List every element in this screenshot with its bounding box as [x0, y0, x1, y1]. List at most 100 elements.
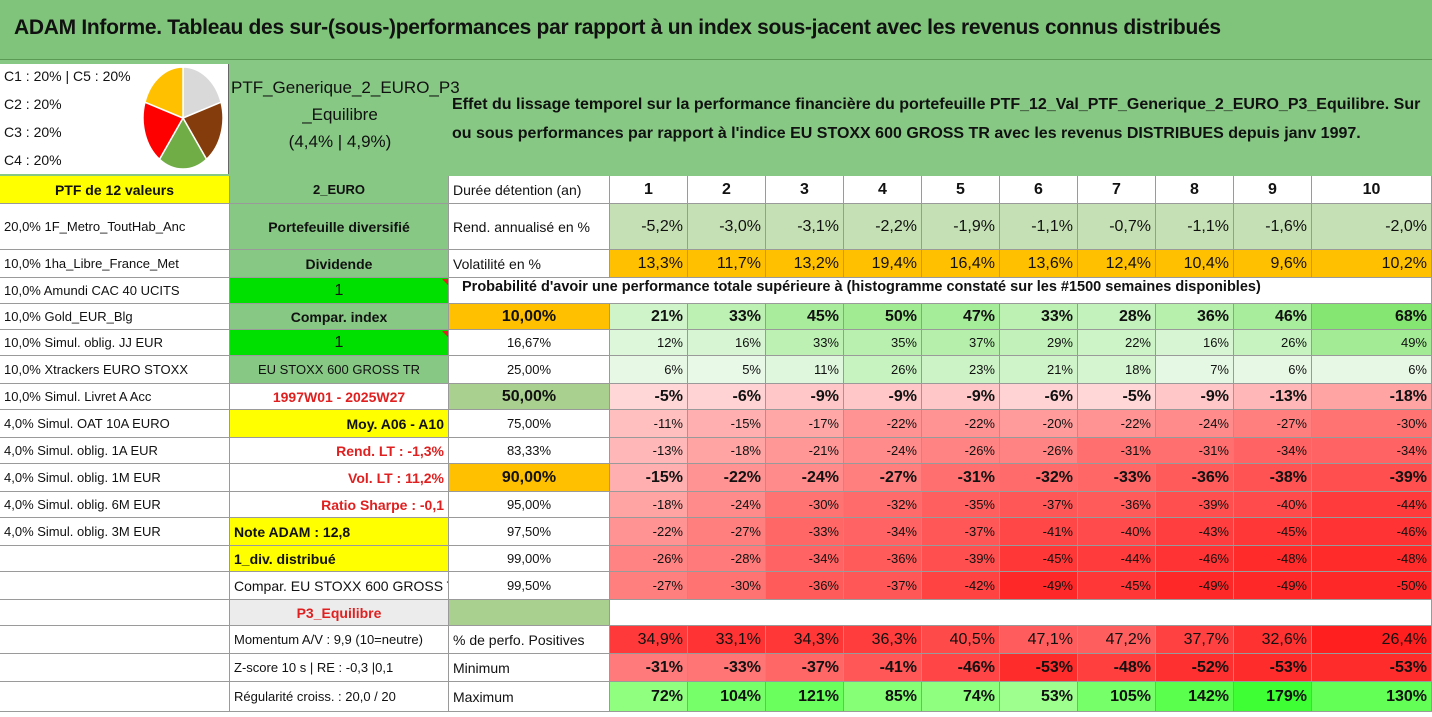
empty-cell[interactable]	[0, 682, 230, 712]
prob-value[interactable]: -48%	[1312, 546, 1432, 572]
note-adam-cell[interactable]: Note ADAM : 12,8	[230, 518, 449, 546]
prob-value[interactable]: 37%	[922, 330, 1000, 356]
prob-value[interactable]: -31%	[1078, 438, 1156, 464]
prob-value[interactable]: 5%	[688, 356, 766, 384]
prob-value[interactable]: -45%	[1078, 572, 1156, 600]
rend-value[interactable]: -5,2%	[610, 204, 688, 250]
prob-value[interactable]: -18%	[1312, 384, 1432, 410]
rend-value[interactable]: -3,1%	[766, 204, 844, 250]
pos-value[interactable]: 37,7%	[1156, 626, 1234, 654]
prob-value[interactable]: -37%	[844, 572, 922, 600]
prob-value[interactable]: -15%	[688, 410, 766, 438]
prob-value[interactable]: 49%	[1312, 330, 1432, 356]
prob-value[interactable]: -21%	[766, 438, 844, 464]
prob-value[interactable]: -13%	[610, 438, 688, 464]
prob-value[interactable]: 7%	[1156, 356, 1234, 384]
pos-value[interactable]: 47,2%	[1078, 626, 1156, 654]
holding-row[interactable]: 10,0% Simul. Livret A Acc	[0, 384, 230, 410]
prob-value[interactable]: -30%	[1312, 410, 1432, 438]
empty-cell[interactable]	[0, 654, 230, 682]
prob-value[interactable]: 16%	[1156, 330, 1234, 356]
empty-cell[interactable]	[0, 626, 230, 654]
vol-value[interactable]: 10,4%	[1156, 250, 1234, 278]
momentum-cell[interactable]: Momentum A/V : 9,9 (10=neutre)	[230, 626, 449, 654]
prob-value[interactable]: -40%	[1078, 518, 1156, 546]
prob-value[interactable]: -11%	[610, 410, 688, 438]
vol-value[interactable]: 9,6%	[1234, 250, 1312, 278]
prob-value[interactable]: -22%	[610, 518, 688, 546]
dividend-value[interactable]: 1	[230, 278, 449, 304]
max-value[interactable]: 104%	[688, 682, 766, 712]
prob-value[interactable]: 50%	[844, 304, 922, 330]
vol-value[interactable]: 19,4%	[844, 250, 922, 278]
prob-value[interactable]: -27%	[610, 572, 688, 600]
vol-lt-cell[interactable]: Vol. LT : 11,2%	[230, 464, 449, 492]
prob-value[interactable]: -46%	[1156, 546, 1234, 572]
pos-value[interactable]: 32,6%	[1234, 626, 1312, 654]
pos-value[interactable]: 34,9%	[610, 626, 688, 654]
prob-threshold[interactable]: 75,00%	[449, 410, 610, 438]
prob-value[interactable]: -33%	[1078, 464, 1156, 492]
max-value[interactable]: 105%	[1078, 682, 1156, 712]
profile-cell[interactable]: P3_Equilibre	[230, 600, 449, 626]
prob-value[interactable]: 11%	[766, 356, 844, 384]
prob-value[interactable]: 26%	[844, 356, 922, 384]
prob-value[interactable]: -41%	[1000, 518, 1078, 546]
pos-value[interactable]: 33,1%	[688, 626, 766, 654]
prob-value[interactable]: 46%	[1234, 304, 1312, 330]
prob-threshold[interactable]: 83,33%	[449, 438, 610, 464]
regularite-cell[interactable]: Régularité croiss. : 20,0 / 20	[230, 682, 449, 712]
prob-value[interactable]: -34%	[844, 518, 922, 546]
prob-value[interactable]: -38%	[1234, 464, 1312, 492]
min-value[interactable]: -53%	[1000, 654, 1078, 682]
prob-value[interactable]: -26%	[922, 438, 1000, 464]
holding-row[interactable]: 4,0% Simul. oblig. 6M EUR	[0, 492, 230, 518]
prob-value[interactable]: 33%	[1000, 304, 1078, 330]
prob-threshold[interactable]: 95,00%	[449, 492, 610, 518]
holding-row[interactable]: 10,0% Simul. oblig. JJ EUR	[0, 330, 230, 356]
holding-row[interactable]: 4,0% Simul. OAT 10A EURO	[0, 410, 230, 438]
prob-value[interactable]: 68%	[1312, 304, 1432, 330]
min-value[interactable]: -33%	[688, 654, 766, 682]
prob-value[interactable]: -27%	[1234, 410, 1312, 438]
prob-value[interactable]: -37%	[922, 518, 1000, 546]
max-label[interactable]: Maximum	[449, 682, 610, 712]
vol-value[interactable]: 13,6%	[1000, 250, 1078, 278]
holding-row[interactable]: 20,0% 1F_Metro_ToutHab_Anc	[0, 204, 230, 250]
max-value[interactable]: 179%	[1234, 682, 1312, 712]
zscore-cell[interactable]: Z-score 10 s | RE : -0,3 |0,1	[230, 654, 449, 682]
prob-value[interactable]: -9%	[1156, 384, 1234, 410]
empty-cell[interactable]	[0, 600, 230, 626]
year-header[interactable]: 6	[1000, 176, 1078, 204]
max-value[interactable]: 85%	[844, 682, 922, 712]
prob-value[interactable]: -6%	[1000, 384, 1078, 410]
rend-value[interactable]: -1,1%	[1000, 204, 1078, 250]
compar-full-cell[interactable]: Compar. EU STOXX 600 GROSS TR	[230, 572, 449, 600]
prob-value[interactable]: -49%	[1234, 572, 1312, 600]
rend-value[interactable]: -2,2%	[844, 204, 922, 250]
prob-value[interactable]: -30%	[766, 492, 844, 518]
prob-value[interactable]: -36%	[766, 572, 844, 600]
rend-value[interactable]: -0,7%	[1078, 204, 1156, 250]
holding-row[interactable]: 10,0% Xtrackers EURO STOXX	[0, 356, 230, 384]
rend-label[interactable]: Rend. annualisé en %	[449, 204, 610, 250]
prob-value[interactable]: 33%	[766, 330, 844, 356]
prob-value[interactable]: -22%	[1078, 410, 1156, 438]
prob-value[interactable]: -34%	[1234, 438, 1312, 464]
prob-threshold[interactable]: 99,00%	[449, 546, 610, 572]
prob-value[interactable]: -28%	[688, 546, 766, 572]
vol-value[interactable]: 13,3%	[610, 250, 688, 278]
vol-value[interactable]: 12,4%	[1078, 250, 1156, 278]
vol-value[interactable]: 16,4%	[922, 250, 1000, 278]
rend-value[interactable]: -1,9%	[922, 204, 1000, 250]
prob-value[interactable]: -9%	[922, 384, 1000, 410]
max-value[interactable]: 121%	[766, 682, 844, 712]
rend-value[interactable]: -2,0%	[1312, 204, 1432, 250]
pos-value[interactable]: 34,3%	[766, 626, 844, 654]
rend-value[interactable]: -1,1%	[1156, 204, 1234, 250]
prob-value[interactable]: 6%	[1234, 356, 1312, 384]
prob-value[interactable]: -32%	[1000, 464, 1078, 492]
prob-threshold[interactable]: 25,00%	[449, 356, 610, 384]
prob-value[interactable]: 23%	[922, 356, 1000, 384]
holding-row[interactable]: 4,0% Simul. oblig. 1M EUR	[0, 464, 230, 492]
